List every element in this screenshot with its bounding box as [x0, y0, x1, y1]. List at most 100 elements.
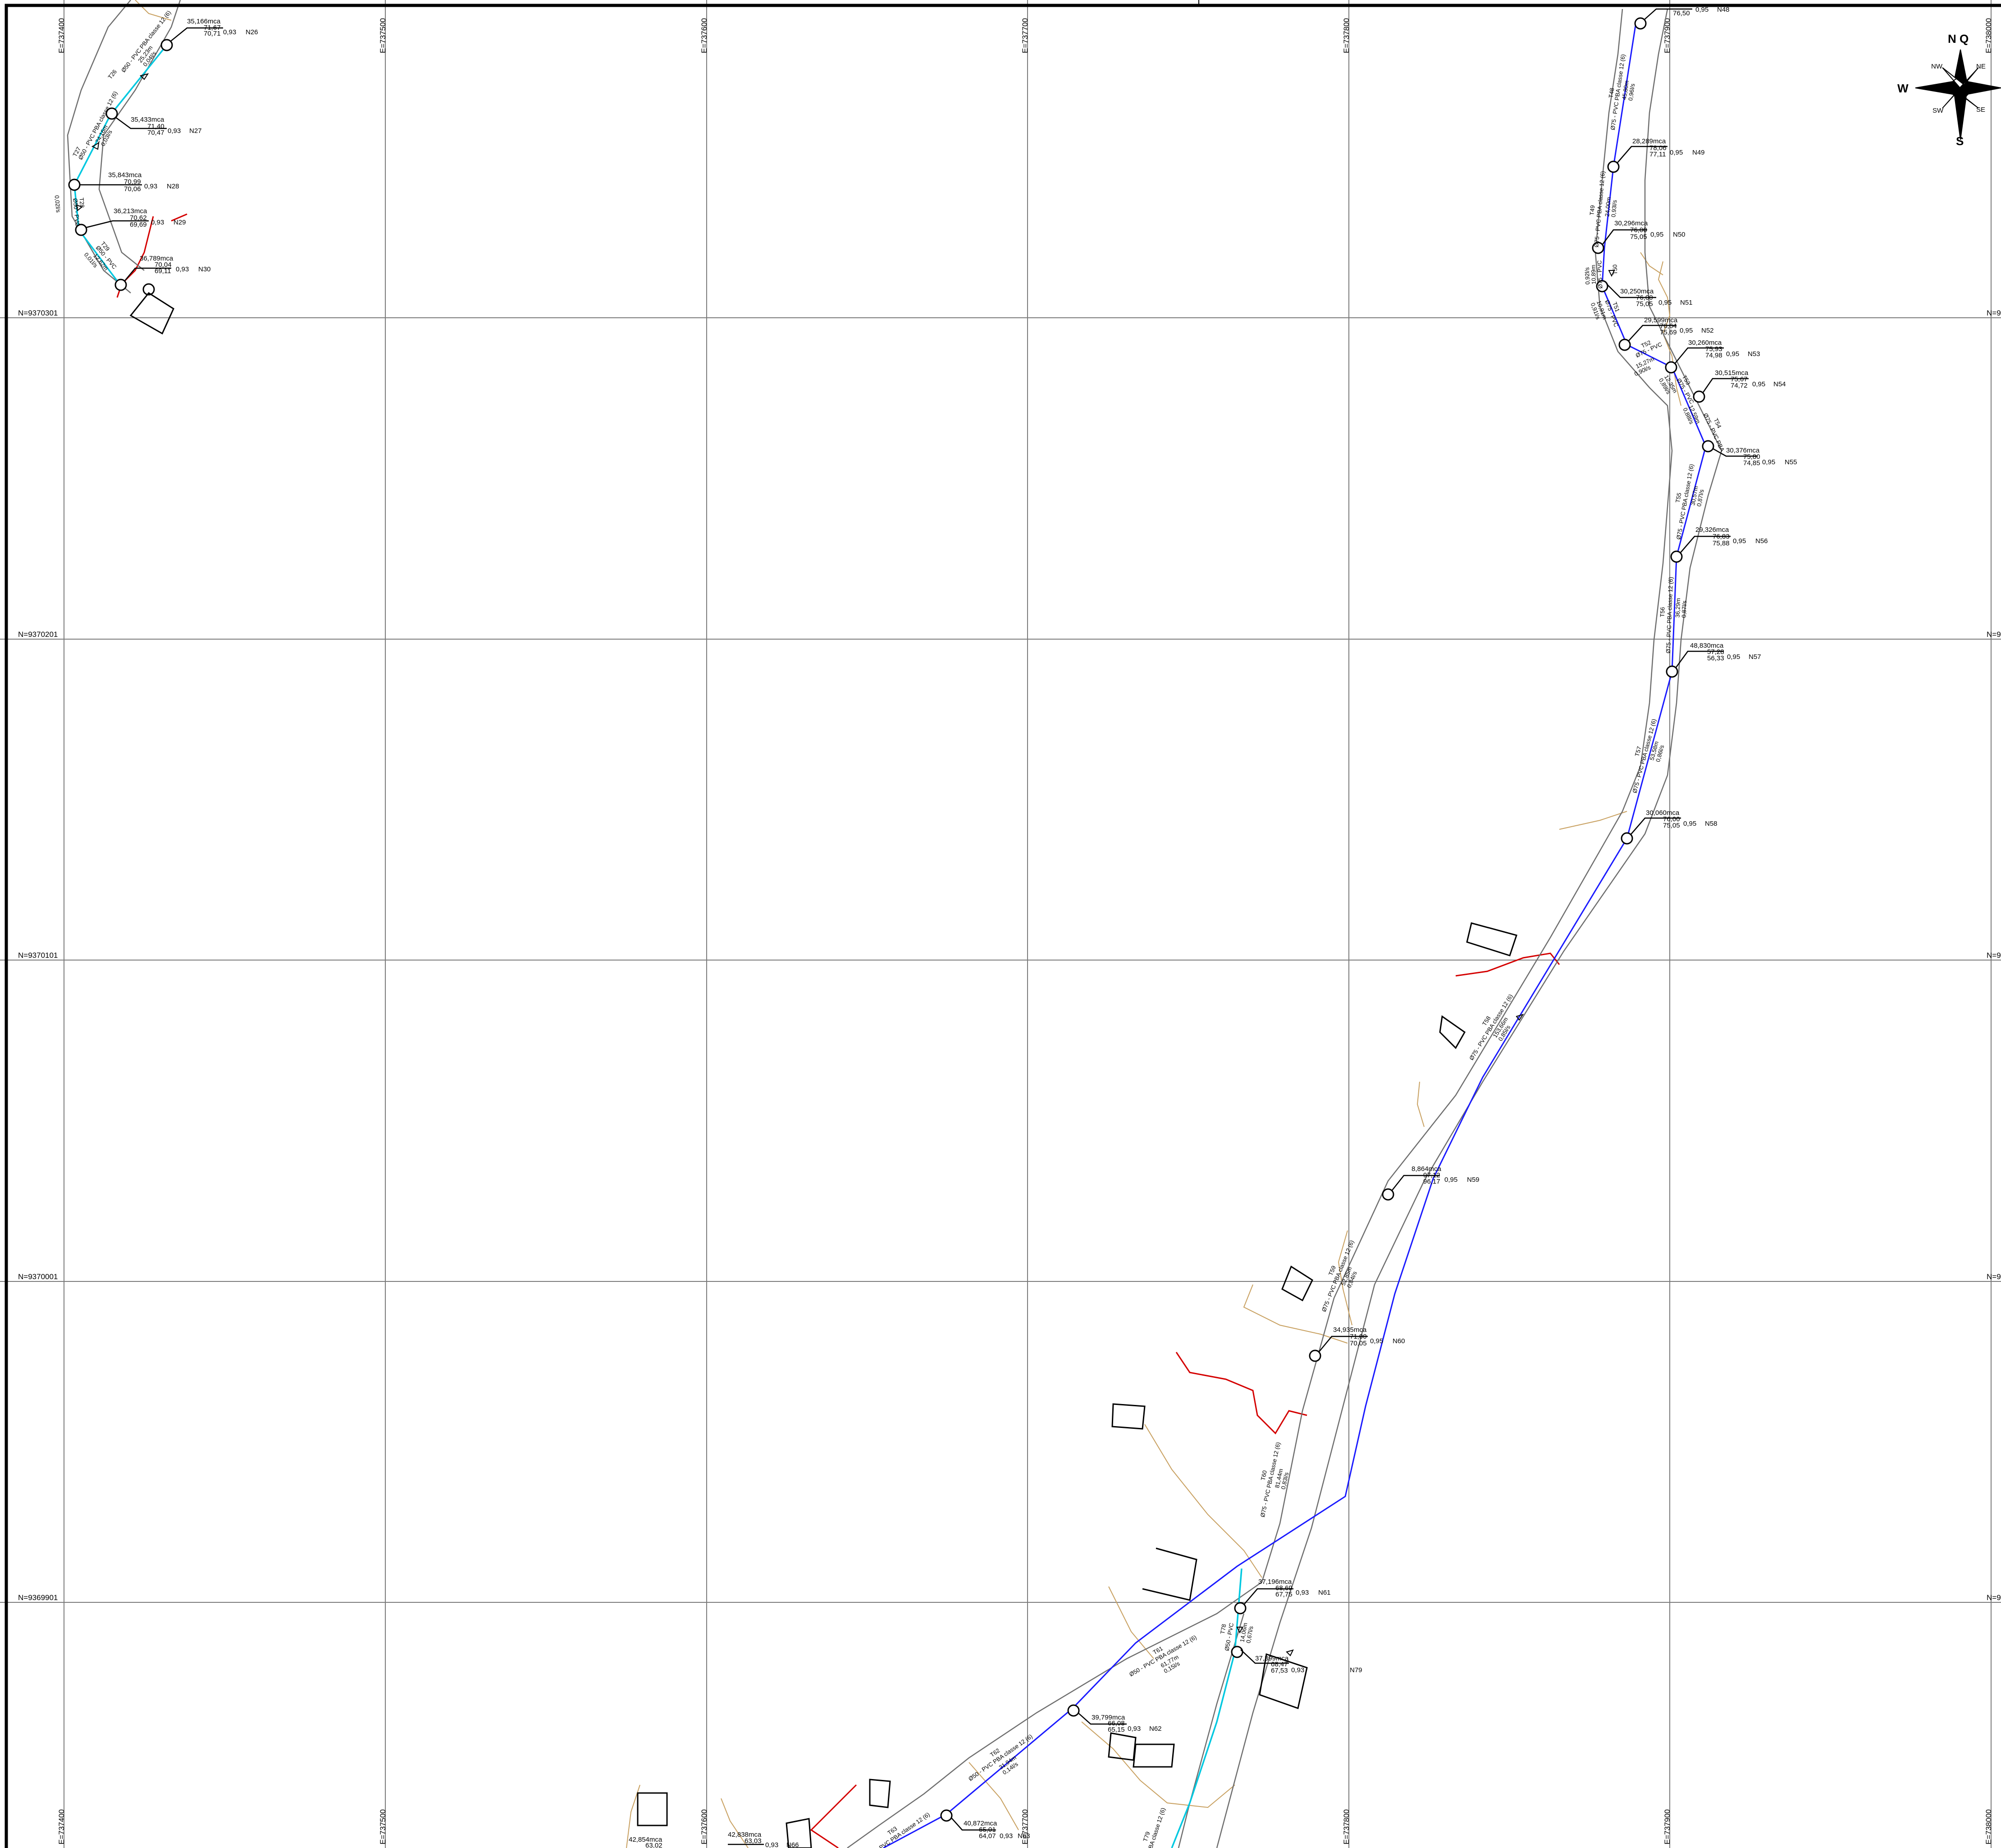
node-marker[interactable] — [1693, 390, 1705, 403]
compass-rose[interactable]: N Q S W NW NE SW SE — [1897, 32, 2001, 148]
node-pressure: 28,289mca — [1632, 137, 1666, 145]
node-n54[interactable]: 30,515mca 75,67 74,72 0,95 N54 — [1693, 369, 1786, 403]
node-id: N48 — [1717, 6, 1730, 14]
node-elevation: 65,01 — [979, 1826, 996, 1834]
pipe-tag: T79 — [1142, 1831, 1151, 1843]
node-id: N30 — [198, 265, 211, 273]
node-marker[interactable] — [1702, 440, 1714, 453]
node-factor: 0,93 — [168, 127, 181, 135]
north-label-right: N=9370001 — [1987, 1272, 2001, 1281]
node-marker[interactable] — [114, 279, 127, 291]
node-n60[interactable]: 34,935mca 71,00 70,05 0,95 N60 — [1309, 1326, 1405, 1362]
node-elevation: 70,62 — [130, 214, 147, 222]
node-n79[interactable]: 37,399mca 68,47 67,53 0,93 N79 — [1231, 1646, 1362, 1674]
node-elevation: 75,05 — [1663, 822, 1680, 829]
node-n29[interactable]: 36,213mca 70,62 69,69 0,93 N29 — [75, 207, 186, 236]
node-n61[interactable]: 37,196mca 68,69 67,75 0,93 N61 — [1234, 1578, 1331, 1615]
node-marker[interactable] — [1592, 242, 1604, 254]
compass-diagonals — [1942, 67, 1979, 109]
node-n59[interactable]: 8,864mca 97,12 96,17 0,95 N59 — [1382, 1165, 1480, 1201]
pipe-label-t60: T60 Ø75 - PVC PBA classe 12 (6) 81,44m 0… — [1259, 1441, 1290, 1518]
node-n49[interactable]: 28,289mca 78,06 77,11 0,95 N49 — [1607, 137, 1705, 173]
node-marker[interactable] — [1596, 280, 1608, 293]
node-marker[interactable] — [1067, 1704, 1080, 1717]
node-marker[interactable] — [1665, 361, 1677, 374]
node-marker[interactable] — [1634, 17, 1647, 30]
node-n63[interactable]: 40,872mca 65,01 64,07 0,93 N63 — [940, 1809, 1030, 1840]
node-pressure: 42,854mca — [629, 1836, 662, 1843]
node-marker[interactable] — [160, 39, 173, 51]
node-marker[interactable] — [1607, 160, 1620, 173]
node-id: N63 — [1018, 1832, 1030, 1840]
red-boundary — [1455, 952, 1560, 977]
pipe-spec: Ø75 - PVC PBA classe 12 (6) — [1665, 577, 1674, 654]
node-n48[interactable]: 76,50 0,95 N48 — [1634, 6, 1730, 30]
pipe-spec: Ø50 - PVC PBA classe 12 (6) — [967, 1733, 1034, 1782]
pipe-spec: Ø50 - PVC — [72, 198, 81, 227]
pipe-flow: 0,93l/s — [1610, 199, 1618, 217]
node-n26[interactable]: 35,166mca 71,67 70,71 0,93 N26 — [160, 18, 258, 51]
buildings — [129, 283, 1517, 1848]
pipe-length: 14,06m — [1238, 1622, 1248, 1642]
node-elevation: 74,72 — [1731, 382, 1748, 389]
building — [637, 1792, 668, 1826]
node-marker[interactable] — [1621, 832, 1633, 845]
contour-line — [1108, 1586, 1154, 1659]
node-n51[interactable]: 30,250mca 76,00 75,05 0,95 N51 — [1596, 280, 1693, 308]
node-n28[interactable]: 35,843mca 70,99 70,06 0,93 N28 — [68, 171, 179, 193]
node-elevation: 75,88 — [1713, 540, 1730, 547]
node-marker[interactable] — [1382, 1188, 1394, 1201]
node-marker[interactable] — [1234, 1602, 1247, 1615]
node-leader — [170, 27, 223, 42]
node-n55[interactable]: 30,376mca 75,80 74,85 0,95 N55 — [1702, 440, 1797, 467]
node-elevation: 70,47 — [147, 129, 164, 137]
node-elevation: 57,28 — [1707, 648, 1724, 656]
node-elevation: 71,00 — [1350, 1333, 1367, 1340]
node-marker[interactable] — [1231, 1646, 1243, 1658]
node-n66[interactable]: 42,838mca 63,03 0,93 N66 — [728, 1831, 799, 1848]
node-marker[interactable] — [68, 178, 81, 191]
node-n56[interactable]: 29,326mca 76,83 75,88 0,95 N56 — [1670, 526, 1768, 563]
node-marker[interactable] — [940, 1809, 953, 1822]
node-marker[interactable] — [1666, 665, 1678, 678]
node-n57[interactable]: 48,830mca 57,28 56,33 0,95 N57 — [1666, 642, 1761, 678]
node-n30[interactable]: 36,789mca 70,04 69,11 0,93 N30 — [114, 255, 211, 291]
compass-ne: NE — [1976, 63, 1986, 70]
node-n52[interactable]: 29,599mca 76,64 75,69 0,95 N52 — [1618, 316, 1714, 351]
north-label-left: N=9370201 — [18, 630, 58, 639]
node-factor: 0,93 — [1296, 1589, 1309, 1596]
contour-line — [1243, 1284, 1348, 1344]
node-id: N59 — [1467, 1176, 1480, 1184]
building — [869, 1779, 891, 1808]
node-n62[interactable]: 39,799mca 66,08 65,15 0,93 N62 — [1067, 1704, 1162, 1734]
node-marker[interactable] — [75, 224, 87, 236]
node-n50[interactable]: 30,296mca 76,00 75,05 0,95 N50 — [1592, 220, 1686, 254]
node-pressure: 8,864mca — [1412, 1165, 1442, 1173]
node-n53[interactable]: 30,260mca 75,93 74,98 0,95 N53 — [1665, 339, 1760, 374]
node-factor: 0,95 — [1370, 1337, 1383, 1345]
node-n58[interactable]: 30,060mca 76,00 75,05 0,95 N58 — [1621, 809, 1718, 845]
node-pressure: 37,196mca — [1258, 1578, 1292, 1586]
node-elevation: 96,17 — [1423, 1178, 1440, 1185]
node-elevation: 64,07 — [979, 1832, 996, 1840]
contour-line — [969, 1762, 1019, 1830]
node-elevation: 76,83 — [1713, 533, 1730, 540]
pipe-flow: 0,67l/s — [1245, 1625, 1255, 1644]
node-n27[interactable]: 35,433mca 71,40 70,47 0,93 N27 — [105, 107, 202, 137]
node-elevation: 78,06 — [1649, 144, 1667, 152]
north-label-right: N=9370101 — [1987, 951, 2001, 960]
node-factor: 0,93 — [144, 183, 157, 190]
node-elevation: 75,05 — [1636, 300, 1653, 308]
node-leader — [1628, 325, 1677, 342]
node-factor: 0,93 — [765, 1841, 778, 1848]
node-factor: 0,93 — [176, 265, 189, 273]
east-label-top: E=738000 — [1984, 18, 1993, 53]
flow-arrow — [1286, 1649, 1294, 1656]
node-marker[interactable] — [105, 107, 118, 120]
node-marker[interactable] — [1670, 550, 1683, 563]
node-id: N26 — [246, 28, 258, 36]
node-marker[interactable] — [1618, 338, 1631, 351]
node-marker[interactable] — [1309, 1349, 1321, 1362]
node-factor: 0,93 — [151, 219, 164, 226]
